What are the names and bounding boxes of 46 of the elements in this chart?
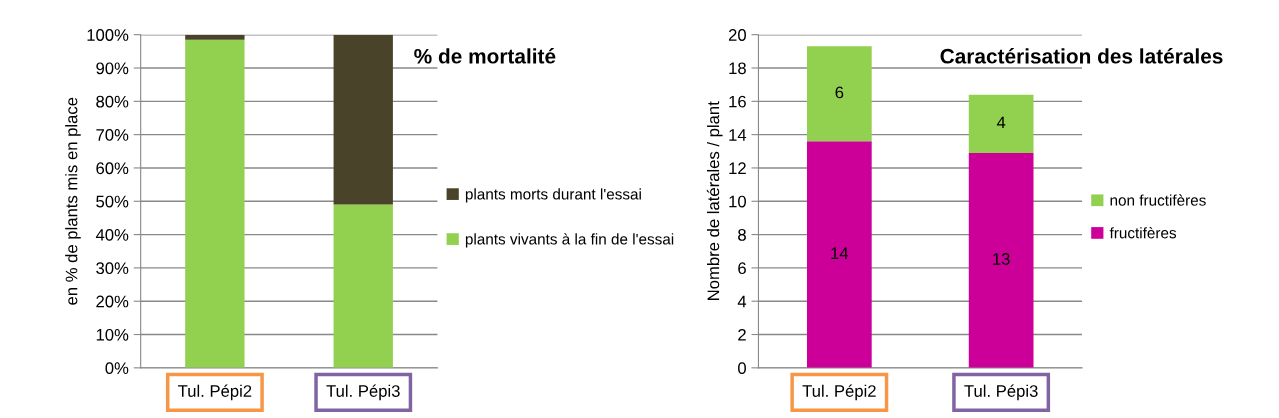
y-tick-label: 16	[729, 95, 746, 108]
y-tick-label: 90%	[96, 62, 129, 75]
x-tick-label: Tul. Pépi2	[178, 384, 252, 401]
legend-label: plants vivants à la fin de l'essai	[465, 233, 674, 248]
legend-label: fructifères	[1109, 226, 1177, 239]
y-tick-label: 100%	[87, 29, 129, 41]
x-tick-label: Tul. Pépi3	[326, 384, 400, 401]
text: % de mortalité	[414, 48, 556, 64]
y-tick-label: 0%	[105, 362, 129, 375]
bar	[968, 94, 1034, 153]
y-tick-label: 14	[729, 129, 747, 141]
x-tick-label: Tul. Pépi2	[802, 384, 876, 401]
y-tick-label: 12	[729, 162, 746, 174]
y-tick-label: 10%	[96, 328, 129, 341]
y-tick-label: 18	[729, 62, 746, 75]
y-tick-label: 4	[737, 295, 747, 308]
y-tick-label: 6	[738, 262, 746, 275]
data-label: 14	[831, 247, 849, 259]
y-tick-label: 20%	[96, 295, 129, 308]
legend-label: non fructifères	[1110, 194, 1206, 206]
y-tick-label: 60%	[96, 162, 129, 175]
y-tick-label: 10	[729, 195, 746, 208]
y-tick-label: 50%	[96, 195, 129, 208]
y-tick-label: 8	[738, 228, 746, 241]
bar	[333, 34, 393, 205]
y-axis-title: en % de plants mis en place	[65, 97, 81, 305]
bar	[185, 34, 245, 40]
data-label: 13	[993, 253, 1010, 265]
y-tick-label: 30%	[96, 262, 129, 275]
y-tick-label: 20	[728, 29, 746, 41]
legend-label: plants morts durant l'essai	[465, 188, 641, 203]
y-axis-title: Nombre de latérales / plant	[706, 101, 723, 300]
y-tick-label: 2	[738, 328, 746, 341]
y-tick-label: 70%	[96, 129, 129, 141]
y-tick-label: 0	[738, 362, 746, 375]
y-tick-label: 40%	[95, 228, 129, 241]
data-label: 4	[996, 116, 1006, 129]
bar	[968, 152, 1034, 368]
bar	[806, 46, 872, 142]
bar	[185, 39, 245, 368]
bar	[806, 141, 872, 368]
y-tick-label: 80%	[96, 95, 129, 108]
bar	[333, 204, 393, 368]
text: Caractérisation des latérales	[940, 48, 1223, 64]
data-label: 6	[835, 86, 844, 99]
x-tick-label: Tul. Pépi3	[964, 384, 1038, 401]
